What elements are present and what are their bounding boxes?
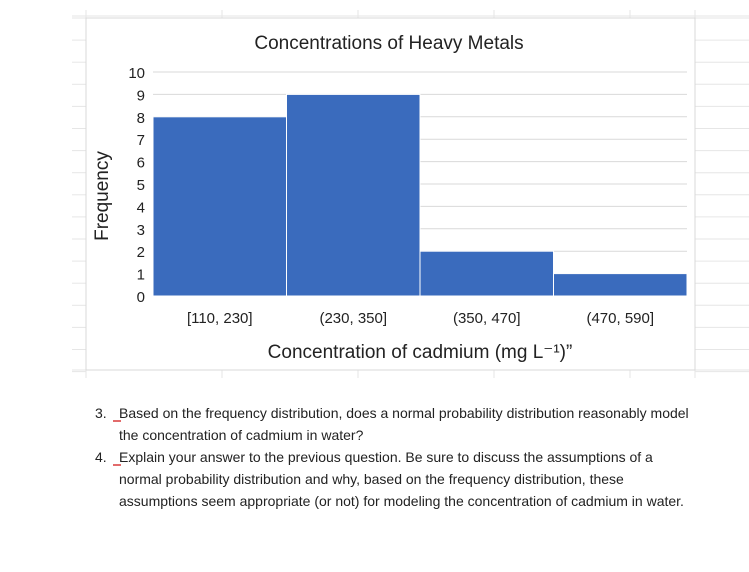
x-axis-ticks: [110, 230] (230, 350] (350, 470] (470, 590] <box>187 310 654 327</box>
bar[interactable] <box>152 116 287 297</box>
bar[interactable] <box>419 250 554 297</box>
x-tick-label: [110, 230] <box>187 310 253 327</box>
x-axis-title: Concentration of cadmium (mg L⁻¹)” <box>268 342 573 363</box>
x-tick-label: (350, 470] <box>453 310 521 327</box>
y-tick-label: 7 <box>137 132 145 149</box>
y-tick-label: 0 <box>137 289 145 306</box>
question-text: Explain your answer to the previous ques… <box>119 449 684 509</box>
y-axis-ticks: 0 1 2 3 4 5 6 7 8 9 10 <box>128 65 145 306</box>
x-tick-label: (230, 350] <box>319 310 387 327</box>
chart-title: Concentrations of Heavy Metals <box>254 33 523 54</box>
y-tick-label: 6 <box>137 155 145 172</box>
question-3: 3. Based on the frequency distribution, … <box>95 402 695 446</box>
red-underline-mark <box>113 464 121 466</box>
bar[interactable] <box>553 273 688 297</box>
y-tick-label: 8 <box>137 110 145 127</box>
y-tick-label: 3 <box>137 222 145 239</box>
y-axis-title: Frequency <box>92 151 113 241</box>
question-number: 3. <box>95 402 121 446</box>
y-tick-label: 2 <box>137 244 145 261</box>
y-tick-label: 1 <box>137 267 145 284</box>
question-4: 4. Explain your answer to the previous q… <box>95 446 695 512</box>
bar[interactable] <box>286 93 421 297</box>
y-tick-label: 5 <box>137 177 145 194</box>
y-tick-label: 9 <box>137 87 145 104</box>
question-number: 4. <box>95 446 121 512</box>
question-list: 3. Based on the frequency distribution, … <box>95 402 695 512</box>
x-tick-label: (470, 590] <box>586 310 654 327</box>
chart-bars <box>152 93 688 297</box>
y-tick-label: 4 <box>137 199 145 216</box>
red-underline-mark <box>113 420 121 422</box>
question-text: Based on the frequency distribution, doe… <box>119 405 689 443</box>
question-number-label: 3. <box>95 405 107 421</box>
y-tick-label: 10 <box>128 65 145 82</box>
question-number-label: 4. <box>95 449 107 465</box>
